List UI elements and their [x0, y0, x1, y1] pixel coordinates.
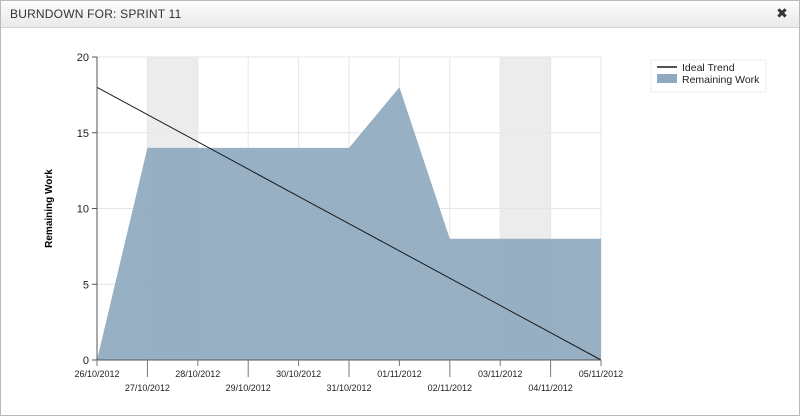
legend: Ideal Trend Remaining Work	[650, 59, 767, 93]
close-icon[interactable]: ✖	[776, 5, 788, 21]
x-tick-label: 01/11/2012	[377, 369, 421, 379]
x-tick-label: 04/11/2012	[528, 383, 572, 393]
legend-remaining-work-swatch	[657, 74, 677, 83]
x-tick-label: 05/11/2012	[579, 369, 623, 379]
y-tick-label: 15	[77, 128, 89, 140]
legend-remaining-work-label: Remaining Work	[682, 74, 760, 86]
x-axis-ticks: 26/10/2012 27/10/2012 28/10/2012 29/10/2012…	[74, 360, 623, 393]
ideal-trend-series	[96, 86, 602, 361]
x-tick-label: 29/10/2012	[226, 383, 271, 393]
y-tick-label: 20	[77, 52, 89, 64]
x-tick-label: 27/10/2012	[125, 383, 170, 393]
ideal-trend-line	[96, 86, 602, 361]
x-tick-label: 28/10/2012	[175, 369, 220, 379]
window-title: BURNDOWN FOR: SPRINT 11	[10, 7, 182, 21]
x-tick-label: 26/10/2012	[74, 369, 119, 379]
y-axis-ticks: 0 5 10 15 20	[77, 52, 97, 367]
x-tick-label: 02/11/2012	[428, 383, 472, 393]
y-axis-label: Remaining Work	[44, 169, 55, 248]
y-tick-label: 5	[83, 279, 89, 291]
legend-ideal-trend-label: Ideal Trend	[682, 62, 735, 74]
title-bar: BURNDOWN FOR: SPRINT 11 ✖	[1, 1, 799, 28]
x-tick-label: 31/10/2012	[326, 383, 371, 393]
x-tick-label: 30/10/2012	[276, 369, 321, 379]
x-tick-label: 03/11/2012	[478, 369, 522, 379]
y-tick-label: 0	[83, 355, 89, 367]
y-tick-label: 10	[77, 204, 89, 216]
